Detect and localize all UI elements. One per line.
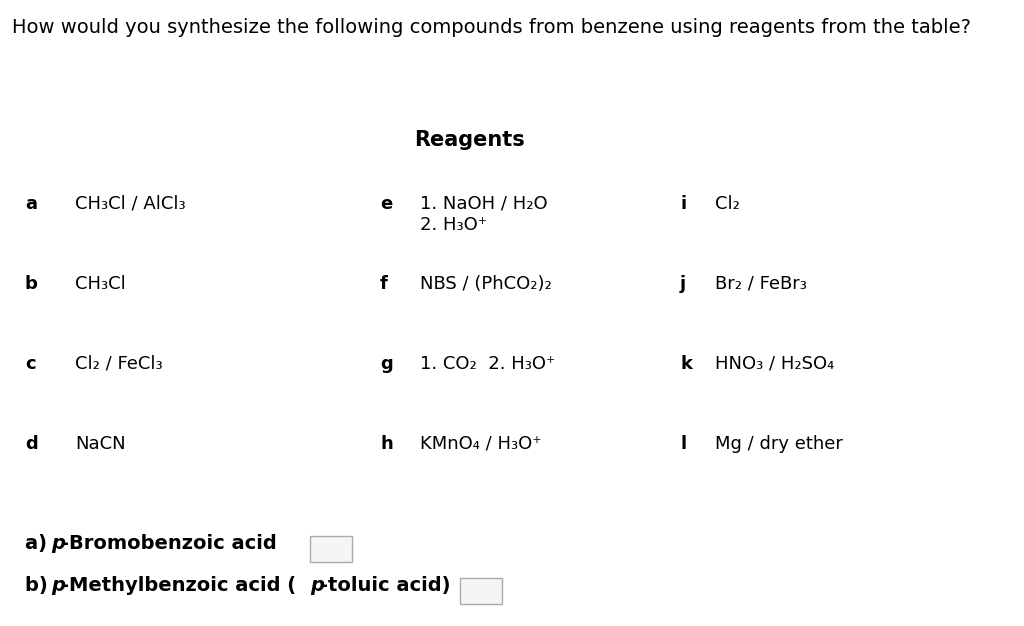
Text: KMnO₄ / H₃O⁺: KMnO₄ / H₃O⁺ <box>420 435 542 453</box>
Text: c: c <box>25 355 36 373</box>
Text: b): b) <box>25 576 54 595</box>
Text: How would you synthesize the following compounds from benzene using reagents fro: How would you synthesize the following c… <box>12 18 971 37</box>
Text: a: a <box>25 195 37 213</box>
Text: h: h <box>380 435 393 453</box>
Text: Mg / dry ether: Mg / dry ether <box>715 435 843 453</box>
Text: p: p <box>51 576 65 595</box>
Bar <box>460 578 502 604</box>
Text: i: i <box>680 195 686 213</box>
Text: a): a) <box>25 534 53 553</box>
Text: k: k <box>680 355 692 373</box>
Text: CH₃Cl: CH₃Cl <box>75 275 126 293</box>
Text: -Methylbenzoic acid (: -Methylbenzoic acid ( <box>61 576 296 595</box>
Text: e: e <box>380 195 392 213</box>
Text: j: j <box>680 275 686 293</box>
Bar <box>310 536 352 562</box>
Text: d: d <box>25 435 38 453</box>
Text: NaCN: NaCN <box>75 435 126 453</box>
Text: f: f <box>380 275 388 293</box>
Text: b: b <box>25 275 38 293</box>
Text: l: l <box>680 435 686 453</box>
Text: -Bromobenzoic acid: -Bromobenzoic acid <box>61 534 276 553</box>
Text: Br₂ / FeBr₃: Br₂ / FeBr₃ <box>715 275 807 293</box>
Text: p: p <box>51 534 65 553</box>
Text: 1. CO₂  2. H₃O⁺: 1. CO₂ 2. H₃O⁺ <box>420 355 555 373</box>
Text: HNO₃ / H₂SO₄: HNO₃ / H₂SO₄ <box>715 355 835 373</box>
Text: NBS / (PhCO₂)₂: NBS / (PhCO₂)₂ <box>420 275 552 293</box>
Text: g: g <box>380 355 393 373</box>
Text: Reagents: Reagents <box>415 130 525 150</box>
Text: p: p <box>310 576 324 595</box>
Text: CH₃Cl / AlCl₃: CH₃Cl / AlCl₃ <box>75 195 185 213</box>
Text: 1. NaOH / H₂O
2. H₃O⁺: 1. NaOH / H₂O 2. H₃O⁺ <box>420 195 548 233</box>
Text: Cl₂ / FeCl₃: Cl₂ / FeCl₃ <box>75 355 163 373</box>
Text: Cl₂: Cl₂ <box>715 195 740 213</box>
Text: -toluic acid): -toluic acid) <box>319 576 451 595</box>
